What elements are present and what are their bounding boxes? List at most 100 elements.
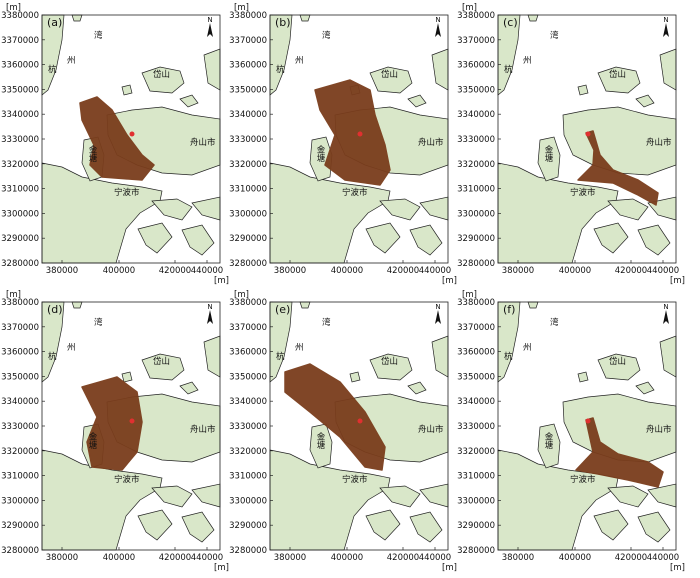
x-tick-label: 440000 xyxy=(191,266,223,276)
y-tick-label: 3330000 xyxy=(457,422,495,432)
place-name: 湾 xyxy=(94,317,103,328)
y-tick-label: 3350000 xyxy=(229,85,267,95)
plume xyxy=(577,130,659,206)
y-tick-label: 3340000 xyxy=(229,110,267,120)
y-tick-label: 3290000 xyxy=(457,234,495,244)
y-tick-label: 3380000 xyxy=(229,298,267,308)
y-tick-label: 3360000 xyxy=(229,348,267,358)
place-name: 岱山 xyxy=(609,356,626,367)
land xyxy=(365,509,401,541)
north-arrow xyxy=(435,23,441,37)
x-tick-label: 400000 xyxy=(103,553,135,563)
y-tick-label: 3380000 xyxy=(457,298,495,308)
land xyxy=(141,66,185,94)
x-tick-label: 440000 xyxy=(419,266,451,276)
x-tick-label: 400000 xyxy=(331,553,363,563)
map-content xyxy=(269,301,449,551)
place-name: 湾 xyxy=(550,30,559,41)
plume xyxy=(575,417,664,488)
y-tick-label: 3280000 xyxy=(229,259,267,269)
x-tick-label: 400000 xyxy=(331,266,363,276)
x-unit: [m] xyxy=(214,563,229,573)
place-name: 舟山市 xyxy=(646,137,672,148)
y-tick-label: 3370000 xyxy=(1,36,39,46)
y-tick-label: 3350000 xyxy=(1,372,39,382)
x-tick-label: 440000 xyxy=(191,553,223,563)
x-tick-label: 380000 xyxy=(274,266,306,276)
x-tick-label: 380000 xyxy=(274,553,306,563)
land xyxy=(409,511,443,543)
land xyxy=(369,353,413,381)
y-tick-label: 3280000 xyxy=(457,259,495,269)
y-tick-label: 3290000 xyxy=(1,234,39,244)
land xyxy=(562,106,677,176)
x-unit: [m] xyxy=(214,276,229,286)
land xyxy=(597,353,641,381)
y-tick-label: 3370000 xyxy=(1,323,39,333)
x-unit: [m] xyxy=(670,563,685,573)
y-tick-label: 3310000 xyxy=(457,185,495,195)
y-tick-label: 3370000 xyxy=(229,323,267,333)
y-tick-label: 3340000 xyxy=(457,110,495,120)
north-label: N xyxy=(435,303,440,311)
x-tick-label: 380000 xyxy=(46,266,78,276)
place-name: 岱山 xyxy=(381,69,398,80)
north-label: N xyxy=(207,16,212,24)
y-tick-label: 3320000 xyxy=(229,447,267,457)
y-tick-label: 3280000 xyxy=(457,546,495,556)
y-tick-label: 3360000 xyxy=(457,348,495,358)
land xyxy=(409,224,443,256)
north-arrow xyxy=(663,310,669,324)
place-name: 湾 xyxy=(94,30,103,41)
y-tick-label: 3350000 xyxy=(229,372,267,382)
place-name: 舟山市 xyxy=(418,424,444,435)
source-point xyxy=(585,418,591,424)
y-tick-label: 3350000 xyxy=(457,85,495,95)
y-tick-label: 3360000 xyxy=(229,61,267,71)
plume xyxy=(79,96,155,181)
y-tick-label: 3310000 xyxy=(229,185,267,195)
x-tick-label: 400000 xyxy=(559,266,591,276)
land xyxy=(151,485,193,508)
north-arrow xyxy=(435,310,441,324)
north-label: N xyxy=(663,303,668,311)
source-point xyxy=(585,131,591,137)
y-tick-label: 3280000 xyxy=(1,259,39,269)
y-tick-label: 3340000 xyxy=(457,397,495,407)
land xyxy=(635,94,655,108)
y-tick-label: 3320000 xyxy=(457,160,495,170)
north-arrow xyxy=(207,23,213,37)
place-name: 州 xyxy=(523,343,532,353)
plume xyxy=(284,363,386,471)
source-point xyxy=(129,418,135,424)
map-content xyxy=(269,14,449,264)
y-tick-label: 3350000 xyxy=(457,372,495,382)
north-arrow xyxy=(207,310,213,324)
place-name: 金塘 xyxy=(543,431,553,450)
land xyxy=(369,66,413,94)
map-content xyxy=(497,14,677,264)
land xyxy=(181,224,215,256)
land xyxy=(179,94,199,108)
y-tick-label: 3280000 xyxy=(229,546,267,556)
x-tick-label: 440000 xyxy=(647,266,679,276)
x-tick-label: 420000 xyxy=(615,553,647,563)
x-tick-label: 380000 xyxy=(502,266,534,276)
place-name: 杭 xyxy=(276,64,285,75)
land xyxy=(179,381,199,395)
y-tick-label: 3380000 xyxy=(229,11,267,21)
place-name: 舟山市 xyxy=(190,424,216,435)
land xyxy=(379,198,421,221)
place-name: 杭 xyxy=(504,351,513,362)
land xyxy=(121,371,133,383)
x-tick-label: 440000 xyxy=(647,553,679,563)
place-name: 金塘 xyxy=(87,431,97,450)
land xyxy=(137,222,173,254)
north-label: N xyxy=(663,16,668,24)
map-content xyxy=(41,301,221,551)
panel-label: (a) xyxy=(47,16,62,29)
